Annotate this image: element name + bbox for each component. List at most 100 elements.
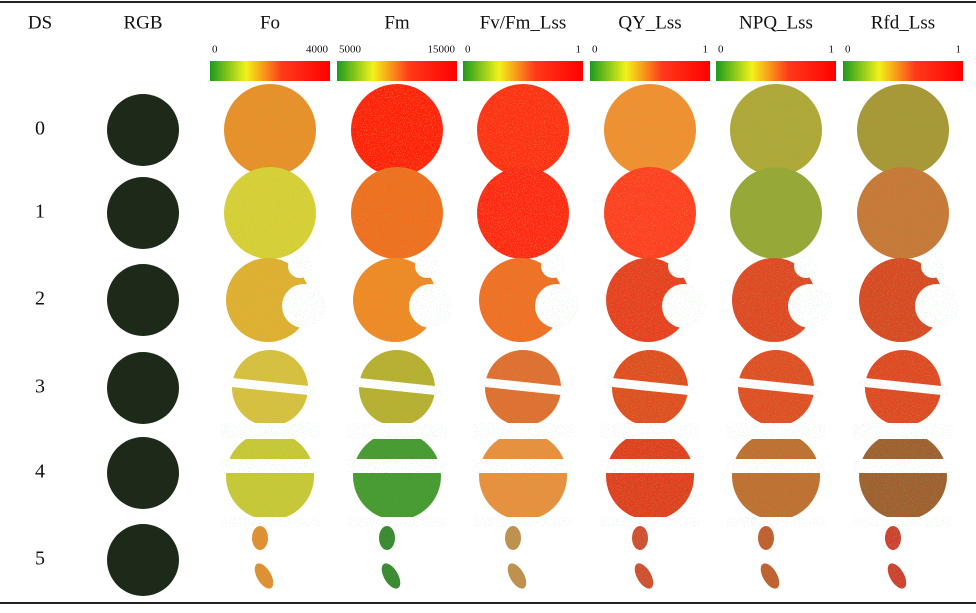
- column-header: DS: [28, 12, 52, 33]
- bite: [794, 254, 818, 278]
- leaf-map: [477, 84, 569, 176]
- row-label: 2: [35, 288, 45, 310]
- mask: [347, 517, 447, 527]
- gap: [477, 377, 569, 396]
- gap: [351, 377, 443, 396]
- row-label: 0: [35, 118, 45, 140]
- leaf-map: [859, 254, 959, 342]
- gap: [730, 377, 822, 396]
- leaf-map: [857, 350, 949, 426]
- leaf-shape: [604, 167, 696, 259]
- leaf-map: [224, 84, 316, 176]
- leaf-map: [758, 526, 780, 589]
- mask: [726, 459, 826, 473]
- leaf-shape: [760, 563, 780, 589]
- scale-max: 1: [576, 44, 582, 56]
- leaf-shape: [224, 84, 316, 176]
- leaf-rgb: [107, 352, 179, 424]
- leaf-shape: [606, 432, 694, 520]
- bite: [282, 284, 326, 328]
- scale-min: 0: [212, 44, 218, 56]
- leaf-map: [600, 423, 700, 527]
- mask: [600, 423, 700, 439]
- scale-min: 0: [465, 44, 471, 56]
- leaf-map: [252, 526, 274, 589]
- leaf-shape: [351, 84, 443, 176]
- content: DS RGB Fo Fm Fv/Fm_Lss QY_Lss NPQ_Lss Rfd_Lss 0 4…: [28, 12, 963, 596]
- gap: [857, 377, 949, 396]
- leaf-shape: [885, 526, 901, 550]
- color-scale-bar: [590, 61, 710, 81]
- leaf-rgb: [107, 177, 179, 249]
- leaf-map: [730, 84, 822, 176]
- mask: [473, 517, 573, 527]
- leaf-shape: [381, 563, 401, 589]
- color-scale-bar: [337, 61, 457, 81]
- scale-max: 4000: [306, 44, 329, 56]
- bite: [921, 254, 945, 278]
- leaf-map: [479, 254, 579, 342]
- leaf-shape: [379, 526, 395, 550]
- leaf-shape: [353, 432, 441, 520]
- leaf-map: [632, 526, 654, 589]
- mask: [600, 459, 700, 473]
- row-label: 1: [35, 201, 45, 223]
- color-scale-bar: [716, 61, 836, 81]
- bite: [288, 254, 312, 278]
- gap: [224, 377, 316, 396]
- mask: [220, 517, 320, 527]
- color-scale-bar: [210, 61, 330, 81]
- mask: [473, 423, 573, 439]
- leaf-rgb: [107, 524, 179, 596]
- leaf-shape: [507, 563, 527, 589]
- color-scale-bar: [463, 61, 583, 81]
- leaf-map: [353, 254, 453, 342]
- leaf-map: [379, 526, 401, 589]
- leaf-map: [473, 423, 573, 527]
- leaf-map: [730, 350, 822, 426]
- leaf-map: [351, 350, 443, 426]
- mask: [853, 459, 953, 473]
- column-header: Fv/Fm_Lss: [480, 12, 567, 33]
- scale-max: 1: [703, 44, 709, 56]
- leaf-shape: [857, 84, 949, 176]
- leaf-map: [351, 84, 443, 176]
- bite: [662, 284, 706, 328]
- leaf-map: [853, 423, 953, 527]
- gap: [604, 377, 696, 396]
- leaf-map: [604, 167, 696, 259]
- bite: [788, 284, 832, 328]
- color-scale-bar: [843, 61, 963, 81]
- scale-max: 15000: [428, 44, 456, 56]
- mask: [347, 459, 447, 473]
- leaf-map: [226, 254, 326, 342]
- leaf-shape: [730, 84, 822, 176]
- leaf-shape: [351, 167, 443, 259]
- leaf-shape: [732, 432, 820, 520]
- bite: [668, 254, 692, 278]
- leaf-shape: [634, 563, 654, 589]
- mask: [473, 459, 573, 473]
- leaf-shape: [252, 526, 268, 550]
- leaf-shape: [758, 526, 774, 550]
- leaf-map: [730, 167, 822, 259]
- leaf-shape: [505, 526, 521, 550]
- mask: [853, 423, 953, 439]
- leaf-map: [726, 423, 826, 527]
- leaf-shape: [859, 432, 947, 520]
- leaf-shape: [224, 167, 316, 259]
- mask: [726, 423, 826, 439]
- leaf-map: [606, 254, 706, 342]
- bite: [915, 284, 959, 328]
- scale-min: 5000: [339, 44, 362, 56]
- leaf-map: [505, 526, 527, 589]
- bite: [415, 254, 439, 278]
- column-header: Rfd_Lss: [871, 12, 935, 33]
- leaf-rgb: [107, 94, 179, 166]
- mask: [347, 423, 447, 439]
- leaf-map: [885, 526, 907, 589]
- scale-max: 1: [956, 44, 962, 56]
- column-header: RGB: [123, 12, 162, 33]
- row-label: 5: [35, 548, 45, 570]
- column-header: QY_Lss: [618, 12, 681, 33]
